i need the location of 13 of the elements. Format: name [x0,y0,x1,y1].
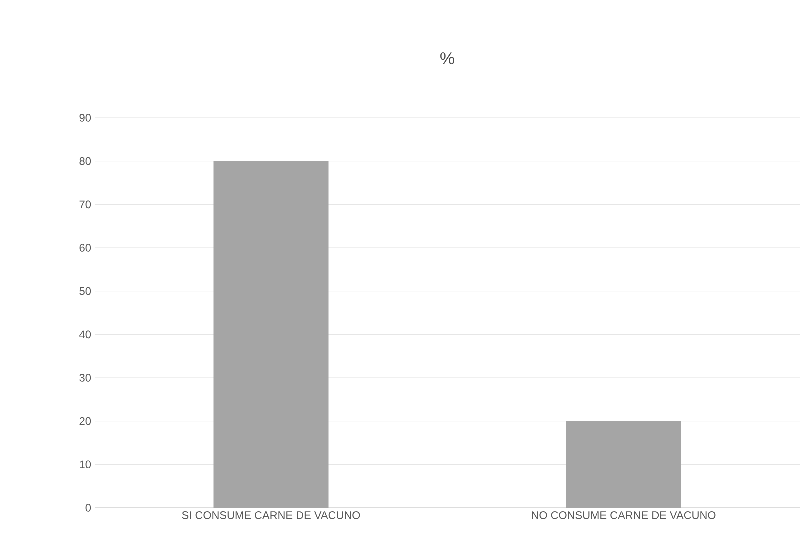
x-tick-label: SI CONSUME CARNE DE VACUNO [182,512,360,520]
y-tick-label: 90 [80,114,92,122]
y-tick-label: 10 [80,460,92,469]
y-tick-label: 30 [80,374,92,382]
chart-title: % [440,52,454,64]
y-tick-label: 40 [79,330,92,339]
y-tick-label: 70 [80,200,92,209]
y-tick-label: 60 [80,244,92,252]
y-tick-label: 20 [80,417,92,426]
x-tick-label: NO CONSUME CARNE DE VACUNO [532,512,716,520]
y-tick-label: 0 [86,504,92,512]
y-tick-label: 80 [80,157,92,166]
y-tick-label: 50 [80,287,92,296]
